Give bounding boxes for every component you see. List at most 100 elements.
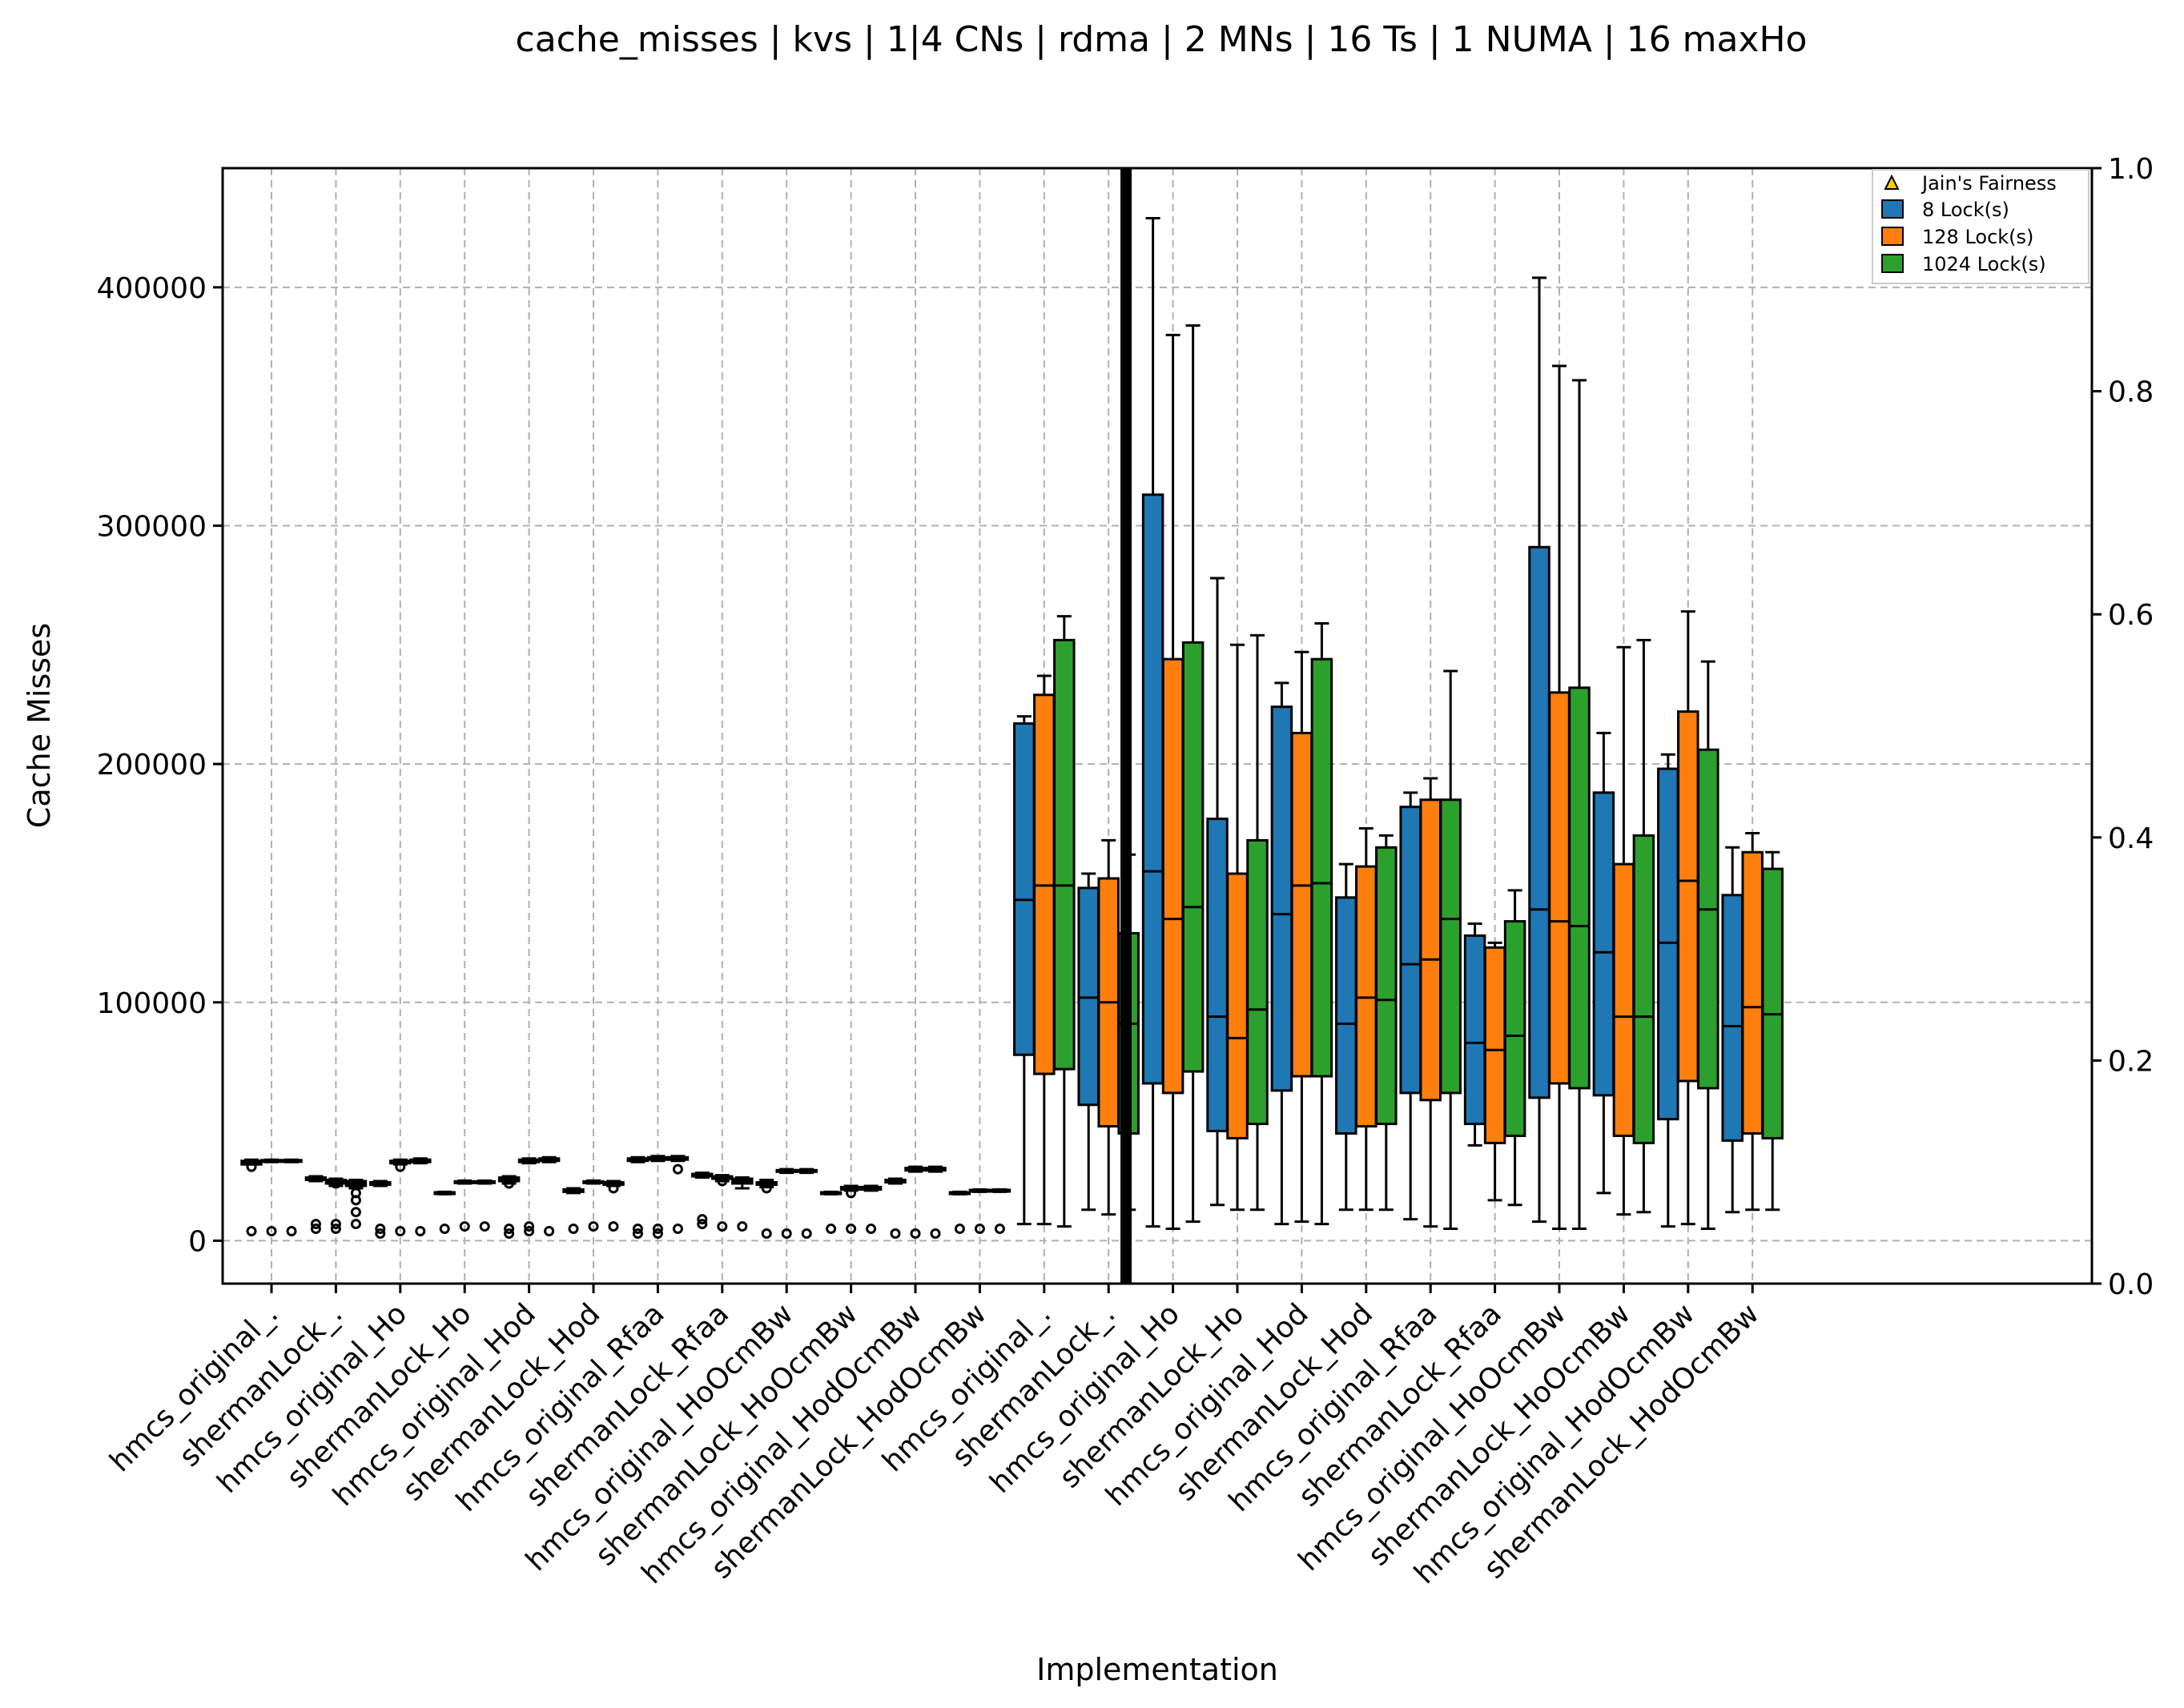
box-plot-item (1246, 633, 1269, 1212)
box-plot-item (1013, 715, 1036, 1226)
box-plot-item (1033, 674, 1056, 1226)
box-plot-item (711, 1174, 734, 1232)
outlier-point (866, 1224, 877, 1235)
outlier-point (310, 1219, 321, 1230)
box-plot-item (1053, 615, 1076, 1228)
legend-label-fairness: Jain's Fairness (1921, 172, 2057, 195)
box-body (1548, 691, 1571, 1085)
outlier-point (632, 1228, 643, 1239)
y-tick-label: 0 (188, 1225, 207, 1258)
outlier-point (568, 1224, 579, 1235)
box-plot-item (324, 1177, 348, 1235)
outlier-point (697, 1214, 708, 1225)
box-plot-item (1568, 379, 1591, 1231)
box-plot-item (369, 1180, 392, 1239)
box-body (1612, 862, 1635, 1137)
legend-swatch-128 (1881, 227, 1904, 246)
outlier-point (504, 1224, 515, 1235)
outlier-point (504, 1178, 515, 1189)
box-body (1161, 657, 1185, 1095)
box-plot-item (1206, 577, 1229, 1207)
box-plot-item (1181, 324, 1205, 1224)
outlier-point (395, 1226, 406, 1237)
box-plot-item (497, 1175, 521, 1239)
box-body (1568, 686, 1591, 1090)
outlier-point (632, 1224, 643, 1235)
box-plot-item (904, 1165, 927, 1239)
box-body (1677, 710, 1699, 1083)
y-tick-label: 300000 (97, 510, 207, 543)
box-plot-item (344, 1179, 368, 1230)
outlier-point (974, 1224, 985, 1235)
outlier-point (652, 1224, 663, 1235)
box-plot-item (884, 1177, 907, 1239)
box-plot-item (1592, 731, 1615, 1195)
box-body (1290, 731, 1313, 1078)
box-plot-item (731, 1176, 754, 1232)
box-plot-item (1226, 643, 1249, 1212)
box-plot-item (1612, 645, 1635, 1216)
legend-marker-fairness (1884, 174, 1900, 190)
box-plot-item (1741, 831, 1764, 1212)
box-plot-item (1310, 622, 1333, 1226)
box-plot-item (1483, 941, 1506, 1202)
box-body (1399, 806, 1422, 1095)
outlier-point (504, 1228, 515, 1239)
outlier-point (479, 1221, 490, 1232)
outlier-point (544, 1226, 555, 1237)
box-plot-item (389, 1158, 412, 1237)
box-body (1721, 894, 1744, 1142)
box-plot-item (1697, 660, 1719, 1231)
box-plot-item (1677, 610, 1699, 1226)
box-plot-item (433, 1190, 456, 1235)
box-plot-item (562, 1187, 585, 1235)
box-plot-item (1161, 333, 1185, 1231)
outlier-point (330, 1219, 341, 1230)
outlier-point (395, 1161, 406, 1172)
outlier-point (930, 1228, 941, 1239)
box-body (1375, 846, 1398, 1126)
outlier-point (286, 1226, 297, 1237)
box-body (1528, 545, 1551, 1099)
box-body (1419, 798, 1442, 1102)
outlier-point (310, 1224, 321, 1235)
outlier-point (846, 1224, 857, 1235)
legend-label-128: 128 Lock(s) (1922, 226, 2033, 248)
box-body (1270, 705, 1293, 1092)
y-axis-label: Cache Misses (22, 623, 57, 828)
y-tick-label: 100000 (97, 987, 207, 1020)
outlier-point (781, 1228, 792, 1239)
box-body (1246, 838, 1269, 1126)
y-tick-label: 400000 (97, 272, 207, 305)
outlier-point (459, 1221, 470, 1232)
box-body (1013, 722, 1036, 1056)
outlier-point (524, 1221, 535, 1232)
legend-label-1024: 1024 Lock(s) (1922, 253, 2046, 275)
outlier-point (608, 1183, 619, 1194)
outlier-point (375, 1228, 386, 1239)
legend-label-8: 8 Lock(s) (1922, 199, 2009, 221)
box-plot-item (1632, 638, 1655, 1214)
outlier-point (761, 1183, 772, 1194)
outlier-point (439, 1224, 450, 1235)
box-plot-item (1270, 681, 1293, 1226)
legend: Jain's Fairness 8 Lock(s) 128 Lock(s) 10… (1872, 169, 2089, 284)
box-plot-item (280, 1158, 303, 1237)
outlier-point (375, 1224, 386, 1235)
outlier-point (652, 1228, 663, 1239)
outlier-point (350, 1207, 361, 1218)
box-plot-item (1548, 364, 1571, 1231)
box-body (1503, 920, 1526, 1137)
box-plot-item (537, 1155, 561, 1237)
box-plot-item (1097, 838, 1120, 1216)
box-plot-item (859, 1184, 883, 1235)
chart-title: cache_misses | kvs | 1|4 CNs | rdma | 2 … (516, 19, 1808, 60)
y2-tick-label: 0.8 (2108, 376, 2154, 409)
outlier-point (717, 1176, 728, 1187)
plot-frame (221, 167, 2094, 1285)
y2-tick-label: 0.0 (2108, 1268, 2154, 1301)
box-plot-item (626, 1155, 650, 1239)
outlier-point (350, 1219, 361, 1230)
outlier-point (330, 1224, 341, 1235)
